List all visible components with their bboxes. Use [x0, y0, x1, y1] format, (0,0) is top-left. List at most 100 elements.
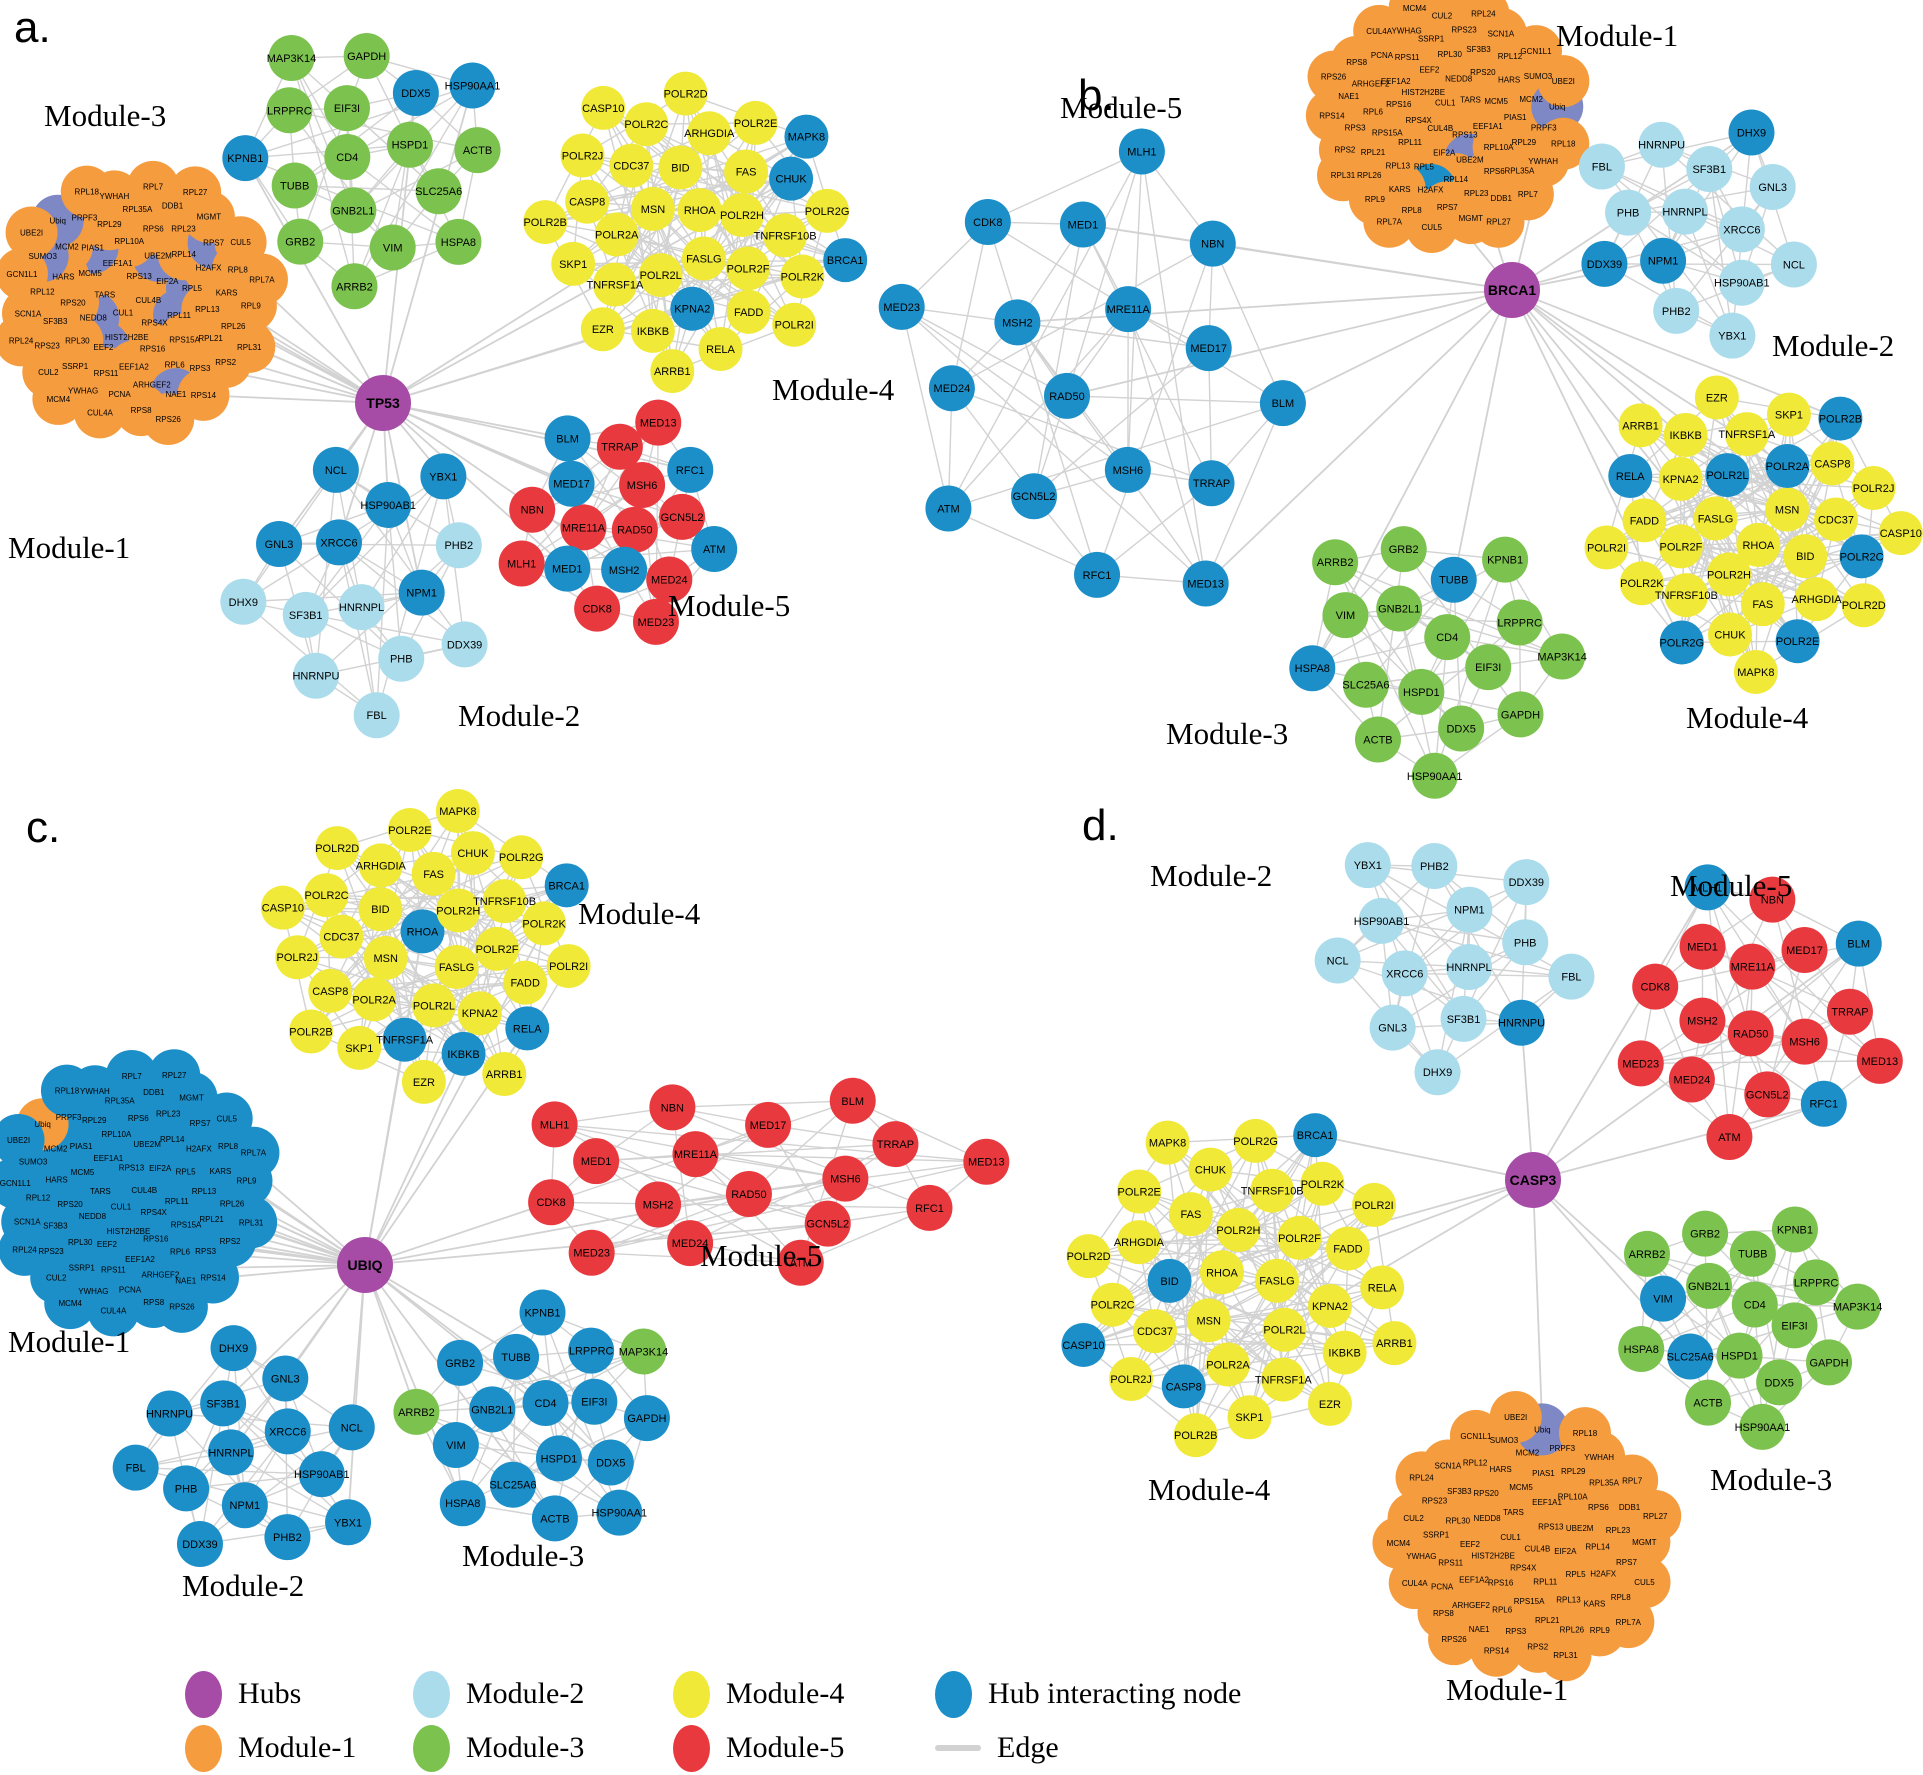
node-CASP10 — [581, 85, 626, 130]
edge — [284, 1378, 289, 1538]
node-ARRB1 — [1372, 1321, 1417, 1366]
node-ACTB — [531, 1495, 578, 1542]
node-MRE11A — [672, 1131, 719, 1178]
node-CD4 — [522, 1379, 569, 1426]
hub-node-CASP3 — [1505, 1152, 1561, 1208]
node-GNL3 — [262, 1355, 309, 1402]
hub-edge — [1205, 289, 1513, 585]
edge — [346, 156, 459, 243]
hub-edge — [364, 1264, 612, 1464]
node-CDC37 — [1133, 1309, 1178, 1354]
node-HSPA8 — [1618, 1326, 1665, 1373]
node-CASP10 — [1061, 1322, 1106, 1367]
node-IKBKB — [630, 308, 675, 353]
node-MED24 — [646, 556, 693, 603]
node-GNB2L1 — [1686, 1262, 1733, 1309]
node-RPL18 — [1537, 117, 1590, 170]
edge — [392, 92, 417, 248]
node-POLR2J — [560, 133, 605, 178]
node-XRCC6 — [1718, 206, 1765, 253]
edge — [947, 308, 1129, 509]
node-MSN — [1186, 1298, 1231, 1343]
edge — [1365, 655, 1563, 686]
node-POLR2D — [663, 71, 708, 116]
node-PHB — [1502, 919, 1549, 966]
legend-label-module5: Module-5 — [726, 1731, 845, 1764]
node-MED1 — [544, 545, 591, 592]
node-PHB2 — [1653, 287, 1700, 334]
edge — [800, 1207, 930, 1264]
node-LRPPRC — [266, 87, 313, 134]
node-MED23 — [878, 283, 925, 330]
node-HNRNPU — [146, 1390, 193, 1437]
module-label-c-module-5: Module-5 — [700, 1238, 822, 1273]
node-RHOA — [1736, 522, 1781, 567]
module-label-b-module-5: Module-5 — [1060, 90, 1182, 125]
edge — [1398, 607, 1563, 658]
hub-node-UBIQ — [337, 1237, 393, 1293]
node-MLH1 — [1118, 128, 1165, 175]
edge — [951, 221, 989, 389]
panel-b: CUL4BCUL1RPS13RPS4XTARSEIF2AHIST2H2BEEEF… — [878, 0, 1923, 799]
node-RHOA — [677, 188, 722, 233]
node-POLR2I — [1352, 1182, 1397, 1227]
node-BRCA1 — [544, 863, 589, 908]
node-HNRNPL — [207, 1429, 254, 1476]
edge — [690, 1222, 828, 1244]
edge — [1706, 887, 1752, 1034]
node-BRCA1 — [1293, 1113, 1338, 1158]
node-HSP90AB1 — [365, 481, 412, 528]
node-RFC1 — [906, 1184, 953, 1231]
node-RPL7 — [127, 160, 180, 213]
edge — [1227, 1248, 1349, 1365]
node-CD4 — [1424, 614, 1471, 661]
node-SLC25A6 — [1342, 661, 1389, 708]
edge — [222, 1402, 349, 1523]
node-MLH1 — [498, 540, 545, 587]
node-MED24 — [928, 365, 975, 412]
node-HNRNPL — [338, 584, 385, 631]
node-FBL — [1578, 143, 1625, 190]
node-POLR2B — [1173, 1413, 1218, 1458]
node-NBN — [1189, 220, 1236, 267]
module-label-b-module-2: Module-2 — [1772, 328, 1894, 363]
node-ATM — [1706, 1113, 1753, 1160]
node-MED1 — [1679, 923, 1726, 970]
node-YBX1 — [1709, 312, 1756, 359]
node-RPL18 — [1558, 1407, 1611, 1460]
node-CDC37 — [1813, 497, 1858, 542]
node-CASP8 — [1810, 441, 1855, 486]
edge — [532, 469, 691, 511]
node-RPS14 — [1305, 89, 1358, 142]
node-KPNA2 — [457, 991, 502, 1036]
node-DHX9 — [220, 578, 267, 625]
hub-edge — [222, 1264, 366, 1404]
node-POLR2E — [1775, 619, 1820, 664]
node-MCM4 — [1388, 0, 1441, 35]
panel-letter-c: c. — [26, 803, 60, 852]
node-CDK8 — [574, 585, 621, 632]
node-MAP3K14 — [620, 1328, 667, 1375]
node-ATM — [777, 1239, 824, 1286]
node-CDC37 — [609, 143, 654, 188]
node-MED17 — [1781, 927, 1828, 974]
node-PHB — [1605, 189, 1652, 236]
node-RPL27 — [1472, 195, 1525, 248]
node-BID — [658, 145, 703, 190]
node-CUL5 — [1618, 1556, 1671, 1609]
node-RPL27 — [1629, 1490, 1682, 1543]
node-SF3B1 — [1440, 995, 1487, 1042]
node-TNFRSF10B — [1250, 1168, 1295, 1213]
node-CDK8 — [528, 1179, 575, 1226]
node-RPS26 — [155, 1280, 208, 1333]
module-label-a-module-3: Module-3 — [44, 98, 166, 133]
edge — [951, 243, 1214, 389]
node-CHUK — [1188, 1147, 1233, 1192]
edge — [1033, 347, 1210, 497]
node-HSP90AA1 — [1739, 1403, 1786, 1450]
node-MAPK8 — [1145, 1120, 1190, 1165]
node-GNL3 — [256, 520, 303, 567]
node-FAS — [411, 851, 456, 896]
node-FBL — [1548, 953, 1595, 1000]
edge — [199, 1426, 353, 1545]
